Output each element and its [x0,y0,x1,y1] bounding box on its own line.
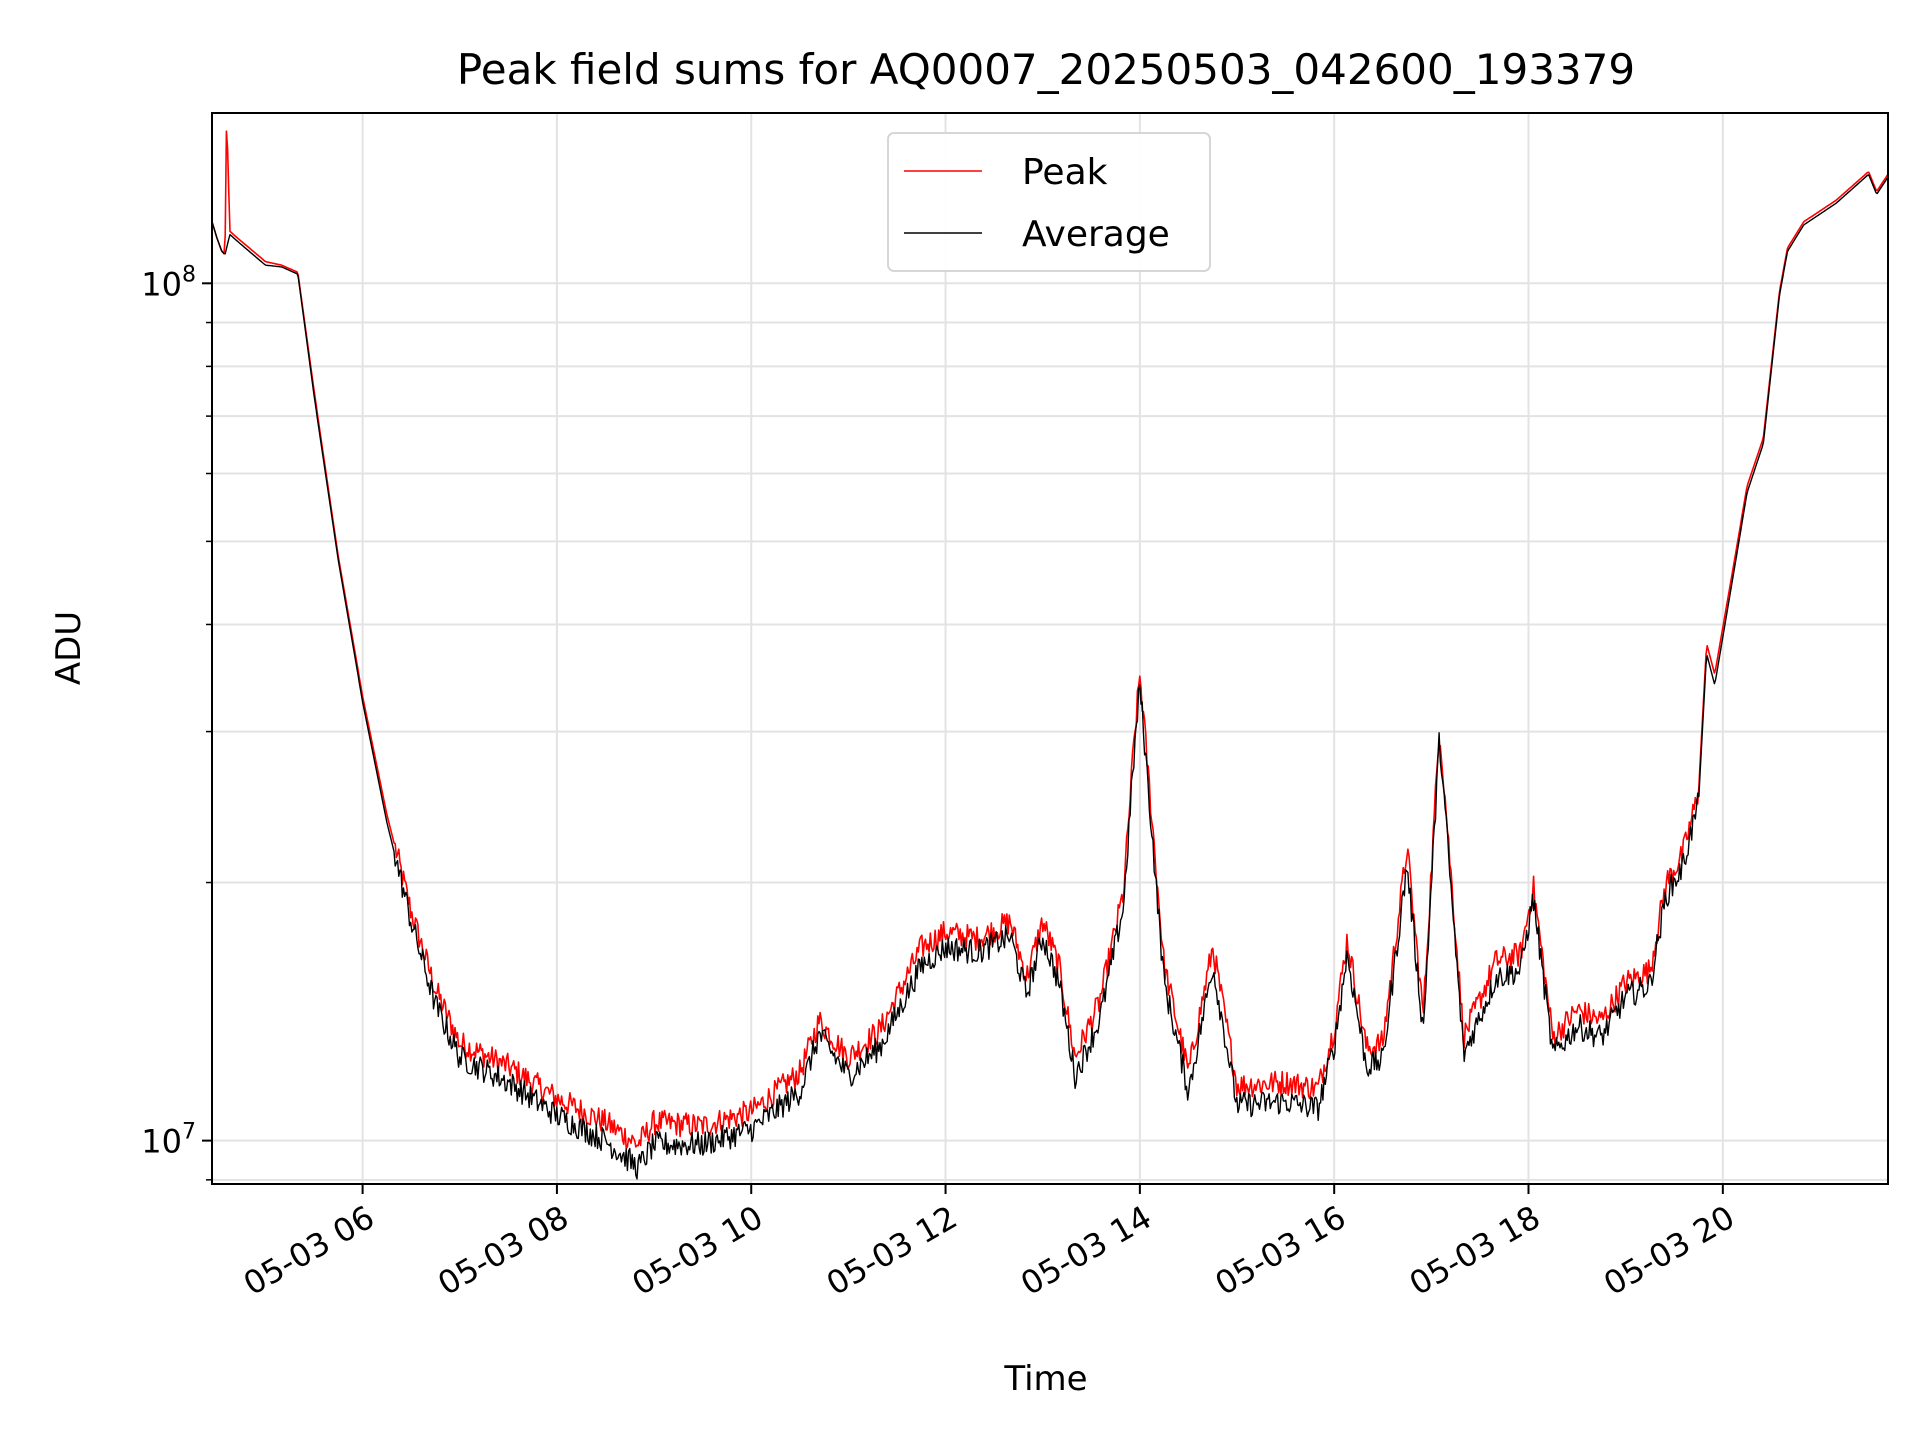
series-line-average [211,174,1889,1180]
legend-box [887,132,1211,272]
chart-title: Peak field sums for AQ0007_20250503_0426… [457,45,1635,94]
y-tick-exponent: 7 [182,1120,196,1145]
y-tick-exponent: 8 [182,262,196,287]
y-tick-base: 10 [141,1123,182,1161]
plot-frame [211,112,1889,1185]
series-line-peak [211,130,1889,1150]
y-axis-title: ADU [49,611,89,685]
legend-label-peak: Peak [1022,152,1108,193]
grid [212,113,1888,1184]
x-axis-title: Time [1003,1359,1087,1399]
series-lines [211,130,1889,1180]
y-tick-label: 108 [141,262,196,303]
y-tick-label: 107 [141,1120,196,1161]
legend: Peak Average [887,132,1211,272]
legend-label-average: Average [1022,214,1170,255]
y-tick-base: 10 [141,265,182,303]
